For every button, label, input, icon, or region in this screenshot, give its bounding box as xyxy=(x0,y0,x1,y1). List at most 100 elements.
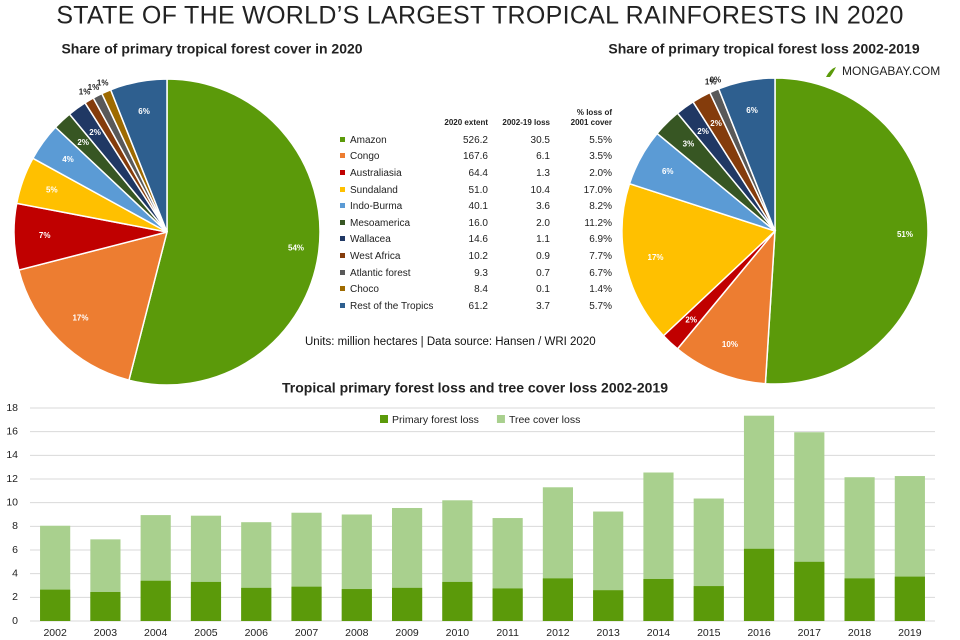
legend-entry: Australiasia xyxy=(338,165,436,182)
table-cell: 7.7% xyxy=(589,250,612,262)
x-tick-label: 2016 xyxy=(747,627,771,639)
table-cell: 1.3 xyxy=(536,167,550,179)
table-row: Mesoamerica 16.0 2.0 11.2% xyxy=(338,215,612,232)
table-row: Congo 167.6 6.1 3.5% xyxy=(338,149,612,166)
bar xyxy=(794,561,825,621)
table-cell: 0.7 xyxy=(536,267,550,279)
bar xyxy=(442,581,473,621)
y-tick-label: 6 xyxy=(12,544,18,556)
table-cell: 5.5% xyxy=(589,134,612,146)
pie-slice xyxy=(128,78,321,386)
value-label: 2% xyxy=(710,119,722,128)
bar xyxy=(140,580,171,621)
y-tick-label: 16 xyxy=(6,425,18,437)
table-cell: 17.0% xyxy=(583,184,612,196)
table-row: Wallacea 14.6 1.1 6.9% xyxy=(338,232,612,249)
bar xyxy=(593,590,624,621)
table-cell: 0.9 xyxy=(536,250,550,262)
bar xyxy=(90,592,121,621)
legend-swatch xyxy=(496,415,505,423)
table-row: Amazon 526.2 30.5 5.5% xyxy=(338,132,612,149)
legend-label: Australiasia xyxy=(350,167,402,179)
legend-label: Amazon xyxy=(350,134,387,146)
legend-entry: Rest of the Tropics xyxy=(338,298,436,315)
x-tick-label: 2004 xyxy=(144,627,168,639)
table-header: 2020 extent 2002-19 loss % loss of 2001 … xyxy=(338,108,612,132)
pie-slice xyxy=(717,77,776,232)
value-label: 1% xyxy=(88,83,100,92)
x-tick-label: 2019 xyxy=(898,627,922,639)
bar xyxy=(190,581,222,621)
legend-entry: Congo xyxy=(338,149,436,166)
value-label: 2% xyxy=(89,128,101,137)
header-cell: 2002-19 loss xyxy=(502,118,550,127)
pie-slice xyxy=(621,182,777,337)
legend-label: Rest of the Tropics xyxy=(350,300,434,312)
pie-slice xyxy=(109,78,168,233)
table-cell: 2.0% xyxy=(589,167,612,179)
y-tick-label: 14 xyxy=(6,449,18,461)
pie-title: Share of primary tropical forest loss 20… xyxy=(608,41,919,57)
value-label: 6% xyxy=(746,106,758,115)
legend-label: Mesoamerica xyxy=(350,217,411,229)
x-tick-label: 2018 xyxy=(848,627,872,639)
table-row: Sundaland 51.0 10.4 17.0% xyxy=(338,182,612,199)
x-tick-label: 2010 xyxy=(446,627,470,639)
table-cell: 526.2 xyxy=(462,134,488,146)
x-tick-label: 2011 xyxy=(496,627,519,639)
value-label: 1% xyxy=(79,88,91,97)
legend-label: Primary forest loss xyxy=(392,414,479,426)
table-cell: 6.9% xyxy=(589,234,612,246)
value-label: 6% xyxy=(662,167,674,176)
legend-swatch xyxy=(340,153,345,159)
table-cell: 16.0 xyxy=(468,217,488,229)
bar xyxy=(392,587,423,621)
legend-swatch xyxy=(340,286,345,292)
bar xyxy=(291,586,322,621)
y-tick-label: 0 xyxy=(12,615,18,627)
bar xyxy=(693,586,724,621)
data-table: 2020 extent 2002-19 loss % loss of 2001 … xyxy=(338,108,612,315)
x-tick-label: 2013 xyxy=(597,627,621,639)
table-cell: 10.4 xyxy=(530,184,550,196)
table-cell: 1.4% xyxy=(589,284,612,296)
legend-label: Indo-Burma xyxy=(350,201,403,213)
table-cell: 167.6 xyxy=(462,151,488,163)
pie-title: Share of primary tropical forest cover i… xyxy=(61,41,362,57)
table-row: Atlantic forest 9.3 0.7 6.7% xyxy=(338,265,612,282)
table-cell: 0.1 xyxy=(536,284,550,296)
table-cell: 1.1 xyxy=(536,234,550,246)
value-label: 0% xyxy=(710,75,722,84)
table-row: West Africa 10.2 0.9 7.7% xyxy=(338,248,612,265)
y-tick-label: 10 xyxy=(6,496,18,508)
legend-entry: West Africa xyxy=(338,248,436,265)
bar-title: Tropical primary forest loss and tree co… xyxy=(282,380,668,396)
bar xyxy=(40,589,71,621)
table-row: Choco 8.4 0.1 1.4% xyxy=(338,281,612,298)
header-cell: % loss of 2001 cover xyxy=(570,108,612,127)
x-tick-label: 2003 xyxy=(94,627,118,639)
legend-swatch xyxy=(340,186,345,192)
value-label: 2% xyxy=(77,138,89,147)
value-label: 10% xyxy=(722,340,738,349)
table-cell: 30.5 xyxy=(530,134,550,146)
value-label: 2% xyxy=(685,315,697,324)
table-row: Indo-Burma 40.1 3.6 8.2% xyxy=(338,198,612,215)
x-tick-label: 2015 xyxy=(697,627,721,639)
legend-swatch xyxy=(340,169,345,175)
pie-slice xyxy=(764,77,929,385)
brand-logo xyxy=(826,67,836,77)
legend-swatch xyxy=(340,203,345,209)
value-label: 3% xyxy=(683,140,695,149)
header-cell: 2020 extent xyxy=(444,118,488,127)
table-cell: 8.2% xyxy=(589,201,612,213)
x-tick-label: 2009 xyxy=(395,627,419,639)
table-cell: 6.7% xyxy=(589,267,612,279)
legend-swatch xyxy=(340,269,345,275)
value-label: 4% xyxy=(62,155,74,164)
value-label: 7% xyxy=(39,231,51,240)
header-cell xyxy=(338,108,436,132)
value-label: 54% xyxy=(288,243,304,252)
